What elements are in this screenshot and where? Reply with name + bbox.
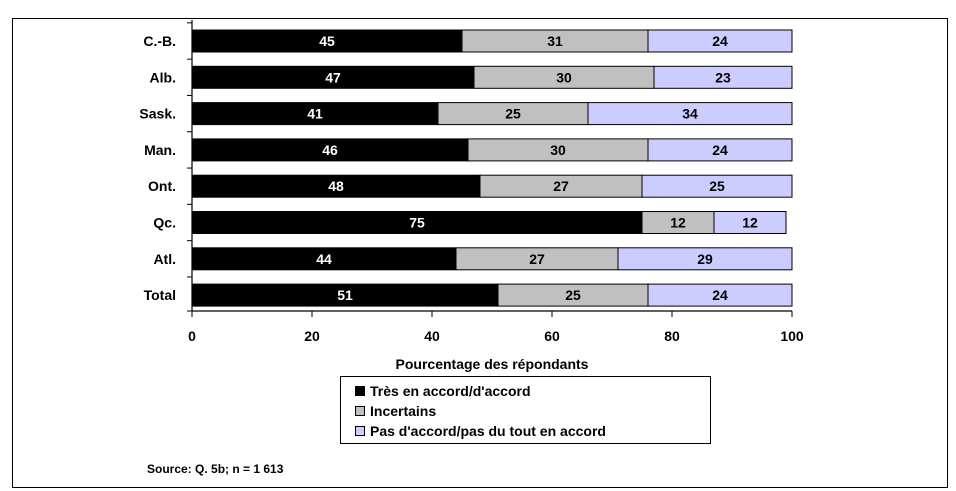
data-label: 41 bbox=[307, 106, 323, 122]
bar-segment bbox=[653, 65, 793, 89]
legend-item-uncertain: Incertains bbox=[355, 401, 710, 421]
data-label: 29 bbox=[697, 251, 713, 267]
legend-swatch-agree bbox=[355, 386, 365, 396]
bar-segment bbox=[641, 174, 793, 198]
chart-frame bbox=[12, 18, 948, 488]
data-label: 45 bbox=[319, 33, 335, 49]
category-label: Total bbox=[144, 287, 176, 303]
data-label: 46 bbox=[322, 142, 338, 158]
category-label: Alb. bbox=[150, 69, 176, 85]
data-label: 75 bbox=[409, 215, 425, 231]
x-tick-label: 80 bbox=[664, 328, 680, 344]
legend-swatch-disagree bbox=[355, 426, 365, 436]
x-tick-label: 20 bbox=[304, 328, 320, 344]
bar-segment bbox=[647, 283, 793, 307]
legend-item-disagree: Pas d'accord/pas du tout en accord bbox=[355, 421, 710, 441]
category-label: Sask. bbox=[139, 106, 176, 122]
data-label: 25 bbox=[709, 178, 725, 194]
data-label: 47 bbox=[325, 69, 341, 85]
data-label: 51 bbox=[337, 287, 353, 303]
category-label: Ont. bbox=[148, 178, 176, 194]
data-label: 12 bbox=[742, 215, 758, 231]
bar-segment bbox=[713, 211, 787, 234]
x-tick-label: 100 bbox=[780, 328, 804, 344]
data-label: 44 bbox=[316, 251, 332, 267]
category-label: Qc. bbox=[153, 215, 176, 231]
data-label: 27 bbox=[553, 178, 569, 194]
source-note: Source: Q. 5b; n = 1 613 bbox=[147, 462, 284, 476]
x-axis-label: Pourcentage des répondants bbox=[396, 356, 589, 372]
data-label: 25 bbox=[505, 106, 521, 122]
data-label: 27 bbox=[529, 251, 545, 267]
data-label: 24 bbox=[712, 33, 728, 49]
data-label: 24 bbox=[712, 142, 728, 158]
data-label: 25 bbox=[565, 287, 581, 303]
legend-label-agree: Très en accord/d'accord bbox=[370, 383, 531, 399]
data-label: 30 bbox=[550, 142, 566, 158]
legend-item-agree: Très en accord/d'accord bbox=[355, 381, 710, 401]
bar-segment bbox=[587, 102, 793, 126]
x-tick-label: 0 bbox=[188, 328, 196, 344]
bar-segment bbox=[647, 29, 793, 53]
data-label: 31 bbox=[547, 33, 563, 49]
x-tick-label: 40 bbox=[424, 328, 440, 344]
legend-label-uncertain: Incertains bbox=[370, 403, 437, 419]
bar-segment bbox=[617, 247, 793, 271]
data-label: 30 bbox=[556, 69, 572, 85]
data-label: 34 bbox=[682, 106, 698, 122]
category-label: Atl. bbox=[153, 251, 176, 267]
x-tick-label: 60 bbox=[544, 328, 560, 344]
chart-legend: Très en accord/d'accord Incertains Pas d… bbox=[340, 376, 711, 444]
legend-swatch-uncertain bbox=[355, 406, 365, 416]
data-label: 12 bbox=[670, 215, 686, 231]
data-label: 23 bbox=[715, 69, 731, 85]
data-label: 24 bbox=[712, 287, 728, 303]
category-label: C.-B. bbox=[143, 33, 176, 49]
bar-segment bbox=[647, 138, 793, 162]
category-label: Man. bbox=[144, 142, 176, 158]
data-label: 48 bbox=[328, 178, 344, 194]
legend-label-disagree: Pas d'accord/pas du tout en accord bbox=[370, 423, 606, 439]
